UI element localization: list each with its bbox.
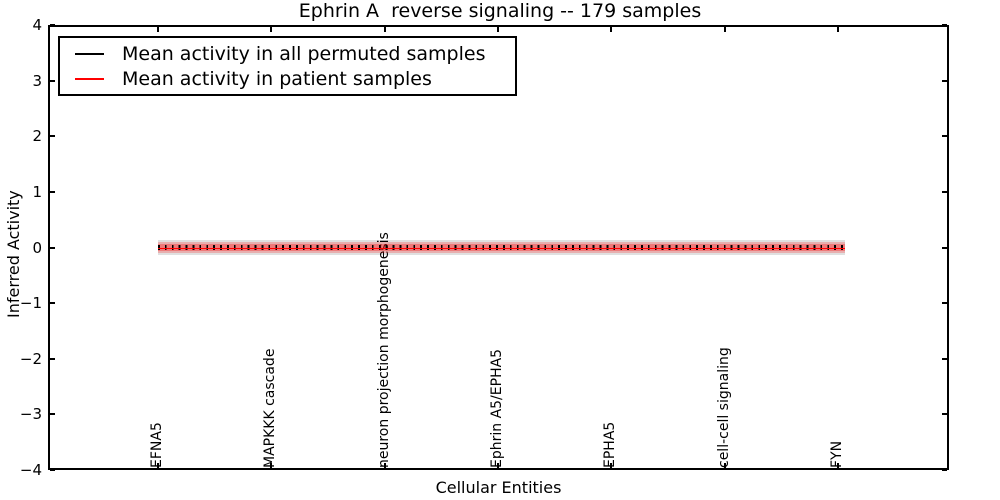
y-tick: [50, 24, 55, 26]
y-tick-label: −4: [19, 461, 42, 479]
x-tick: [497, 463, 499, 468]
legend-label: Mean activity in patient samples: [122, 67, 432, 90]
x-tick-label: EFNA5: [149, 422, 165, 468]
legend-line-swatch: [75, 52, 104, 55]
y-tick: [942, 302, 947, 305]
legend-row: Mean activity in patient samples: [75, 67, 515, 91]
x-tick: [383, 463, 386, 468]
y-tick: [942, 190, 947, 193]
x-tick: [157, 27, 159, 32]
y-tick: [942, 357, 947, 360]
x-tick: [610, 463, 613, 468]
chart-title: Ephrin A reverse signaling -- 179 sample…: [298, 0, 702, 22]
y-tick: [50, 302, 55, 305]
legend-line-swatch: [75, 77, 104, 80]
y-tick-label: −2: [19, 349, 42, 368]
y-tick-label: −3: [19, 405, 42, 424]
x-tick: [610, 27, 613, 32]
x-tick: [497, 27, 499, 32]
y-tick: [50, 190, 55, 193]
x-tick: [270, 27, 273, 32]
y-tick: [942, 135, 947, 138]
y-tick: [50, 79, 55, 82]
x-tick-label: Ephrin A5/EPHA5: [489, 348, 505, 468]
y-tick: [942, 413, 947, 416]
x-tick: [157, 463, 159, 468]
x-tick: [723, 27, 726, 32]
y-tick: [50, 135, 55, 138]
y-tick: [942, 24, 947, 26]
y-tick: [50, 469, 55, 471]
x-tick-label: cell-cell signaling: [715, 347, 732, 468]
y-tick: [942, 246, 947, 249]
x-tick-label: FYN: [829, 440, 845, 468]
y-tick: [50, 413, 55, 416]
series-line-permuted-markers: [158, 245, 845, 250]
x-tick-label: MAPKKK cascade: [262, 348, 279, 468]
x-tick: [723, 463, 726, 468]
y-tick-label: 4: [32, 16, 42, 34]
legend: Mean activity in all permuted samples Mea…: [58, 36, 517, 96]
y-tick-label: −1: [19, 294, 42, 313]
x-tick-label: EPHA5: [602, 421, 619, 468]
y-tick-label: 1: [32, 182, 42, 201]
series-line-patient: [158, 247, 845, 250]
y-tick: [942, 79, 947, 82]
x-tick: [270, 463, 273, 468]
y-tick-label: 0: [32, 238, 42, 257]
x-tick: [837, 27, 839, 32]
x-axis-label: Cellular Entities: [435, 478, 562, 497]
legend-row: Mean activity in all permuted samples: [75, 42, 515, 66]
legend-label: Mean activity in all permuted samples: [122, 42, 486, 65]
y-tick-label: 3: [32, 71, 42, 90]
x-tick: [837, 463, 839, 468]
y-tick-label: 2: [32, 127, 42, 146]
y-tick: [50, 246, 55, 249]
x-tick: [383, 27, 386, 32]
y-tick: [942, 469, 947, 471]
x-tick-label: neuron projection morphogenesis: [375, 232, 392, 468]
y-tick: [50, 357, 55, 360]
